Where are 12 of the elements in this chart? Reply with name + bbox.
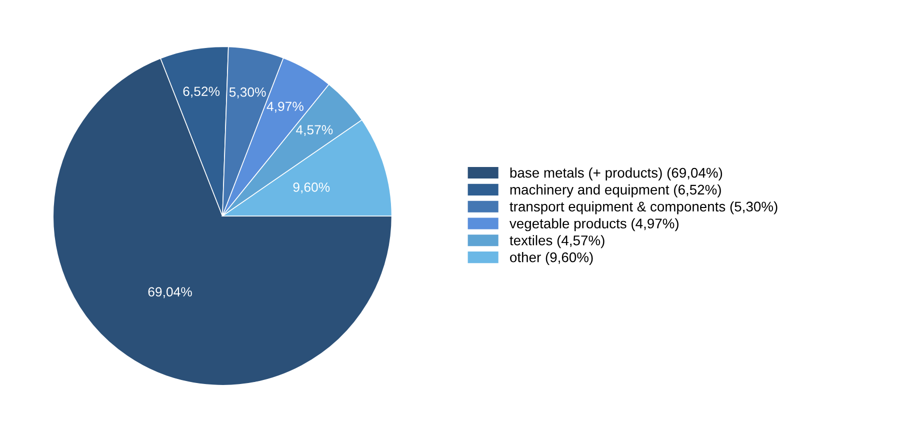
legend-label: vegetable products (4,97%) <box>510 218 678 232</box>
data-label: 6,52% <box>183 86 220 98</box>
data-label: 4,97% <box>266 102 304 113</box>
legend-label: base metals (+ products) (69,04%) <box>510 167 722 180</box>
data-label: 69,04% <box>148 287 192 298</box>
legend-label: machinery and equipment (6,52%) <box>510 184 721 198</box>
data-label: 9,60% <box>293 182 330 194</box>
legend-label: textiles (4,57%) <box>510 235 604 248</box>
data-label: 5,30% <box>229 87 266 98</box>
data-label: 4,57% <box>296 125 333 136</box>
legend-label: other (9,60%) <box>510 252 593 265</box>
legend-label: transport equipment & components (5,30%) <box>510 201 778 214</box>
